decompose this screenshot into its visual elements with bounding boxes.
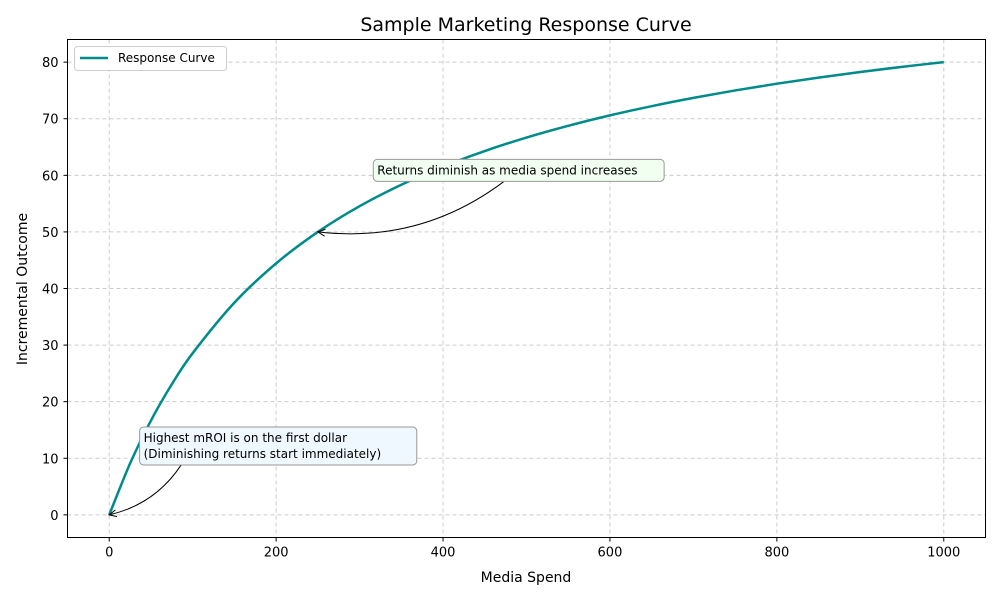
y-tick-label: 40 [42,283,59,298]
x-tick-label: 0 [105,546,113,561]
annotations: Returns diminish as media spend increase… [108,158,665,518]
y-tick-label: 10 [42,452,59,467]
legend-frame [74,46,227,71]
response-curve-line [108,60,944,516]
x-tick-label: 600 [598,546,623,561]
annotation-box [372,158,665,182]
annotation-text: Returns diminish as media spend increase… [377,163,637,177]
annotation-box [139,426,418,466]
y-tick-label: 20 [42,396,59,411]
arrowhead-icon [108,509,118,518]
y-axis-label: Incremental Outcome [15,213,31,365]
y-tick-label: 50 [42,226,59,241]
x-tick-label: 200 [264,546,289,561]
y-tick-label: 0 [50,509,58,524]
chart-title: Sample Marketing Response Curve [360,14,691,36]
annotation-arrow [317,180,505,235]
y-tick-label: 80 [42,56,59,71]
legend: Response Curve [74,46,227,71]
legend-label: Response Curve [118,51,215,65]
y-tick-label: 70 [42,113,59,128]
x-tick-label: 400 [431,546,456,561]
annotation-text: (Diminishing returns start immediately) [144,447,382,461]
annotation-arrow [109,464,182,516]
x-tick-label: 1000 [927,546,960,561]
grid [67,39,986,538]
y-tick-label: 60 [42,169,59,184]
x-axis-label: Media Spend [481,570,572,586]
annotation-text: Highest mROI is on the first dollar [144,431,347,445]
arrowhead-icon [316,228,326,237]
y-tick-label: 30 [42,339,59,354]
x-tick-label: 800 [764,546,789,561]
series-layer [108,60,944,516]
ticks: 0 200 400 600 800 1000 0 10 20 30 40 50 60 70 80 [42,56,960,560]
